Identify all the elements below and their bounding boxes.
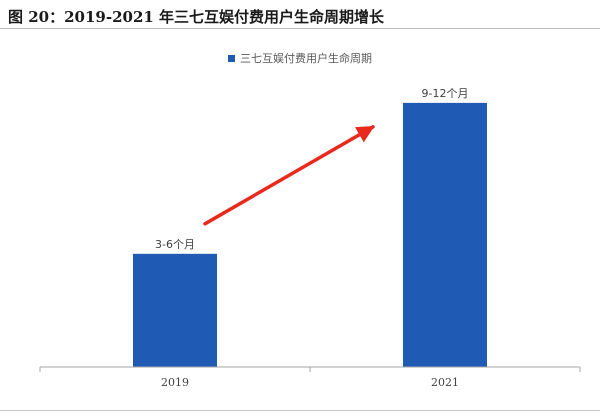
bottom-divider — [0, 410, 600, 411]
bars-group — [133, 102, 487, 367]
title-divider — [0, 28, 600, 29]
data-label-2021: 9-12个月 — [422, 87, 469, 100]
x-tick-label-2019: 2019 — [161, 376, 189, 389]
bar-2019 — [133, 253, 217, 367]
bar-2021 — [403, 102, 487, 367]
legend-label: 三七互娱付费用户生命周期 — [240, 51, 372, 65]
x-ticks-group — [39, 367, 581, 372]
legend-swatch — [228, 55, 235, 62]
trend-arrow — [203, 125, 375, 226]
x-tick-label-2021: 2021 — [431, 376, 459, 389]
data-labels-group: 3-6个月 9-12个月 — [155, 87, 468, 251]
data-label-2019: 3-6个月 — [155, 238, 195, 251]
x-tick-labels-group: 2019 2021 — [161, 376, 459, 389]
chart-legend: 三七互娱付费用户生命周期 — [228, 51, 372, 65]
figure-title: 图 20：2019-2021 年三七互娱付费用户生命周期增长 — [8, 8, 385, 26]
